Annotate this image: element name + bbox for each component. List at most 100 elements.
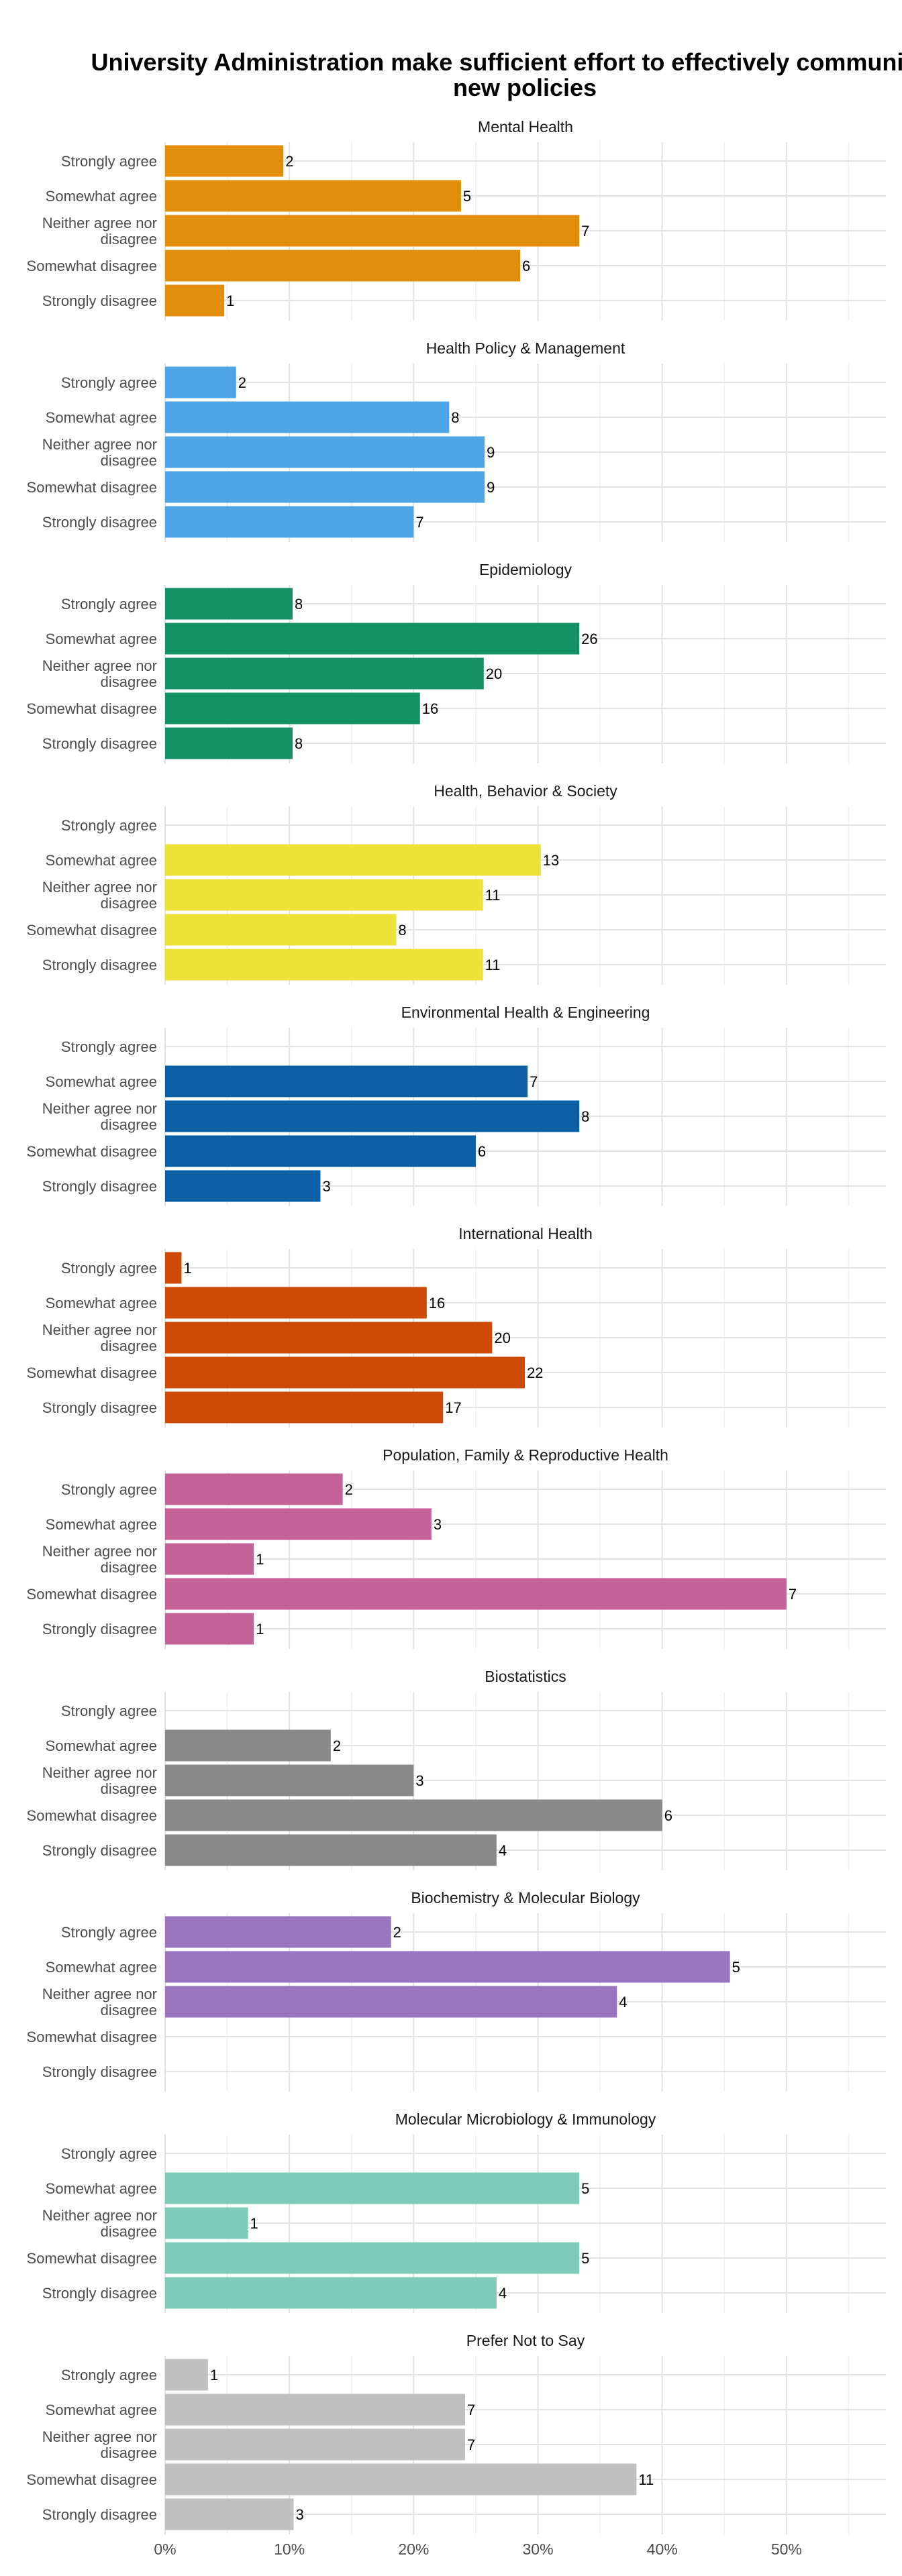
bar	[165, 145, 284, 177]
bar	[165, 180, 461, 212]
bar-value-label: 7	[467, 2436, 475, 2453]
facet-panel: Prefer Not to Say Strongly agree 1 Somewhat…	[27, 2332, 886, 2534]
category-label: Somewhat agree	[46, 1516, 157, 1533]
category-label: Strongly agree	[61, 817, 157, 834]
category-label: Neither agree nor disagree	[42, 2207, 157, 2240]
category-label: Somewhat agree	[46, 1295, 157, 1311]
bar-value-label: 1	[183, 1260, 191, 1277]
category-label-line: Neither agree nor	[42, 1543, 157, 1560]
bar-value-label: 7	[467, 2402, 475, 2418]
facet-panel: Environmental Health & Engineering Strong…	[27, 1004, 886, 1206]
category-label-line: disagree	[101, 231, 157, 248]
bar	[165, 2498, 294, 2530]
bar-value-label: 16	[422, 700, 438, 717]
category-label: Strongly agree	[61, 2367, 157, 2383]
category-label: Strongly disagree	[42, 514, 157, 531]
bar-value-label: 6	[522, 258, 530, 274]
category-label: Somewhat disagree	[27, 1364, 157, 1381]
category-label-line: Neither agree nor	[42, 2207, 157, 2224]
bar	[165, 471, 485, 503]
category-label-line: disagree	[101, 452, 157, 469]
chart-title-line-1: University Administration make sufficien…	[91, 48, 902, 76]
facet-title: Mental Health	[478, 118, 573, 136]
bar	[165, 1508, 432, 1540]
bar	[165, 949, 483, 981]
bar	[165, 215, 580, 247]
bar-value-label: 2	[393, 1924, 401, 1941]
category-label-line: disagree	[101, 1338, 157, 1354]
category-label-line: Neither agree nor	[42, 1764, 157, 1781]
category-label: Somewhat agree	[46, 852, 157, 869]
bar	[165, 1799, 662, 1831]
category-label: Strongly disagree	[42, 1842, 157, 1859]
bar-value-label: 1	[256, 1621, 264, 1638]
x-tick-label: 30%	[522, 2540, 553, 2558]
category-label-line: disagree	[101, 895, 157, 912]
category-label: Somewhat disagree	[27, 1807, 157, 1824]
bar-value-label: 9	[487, 479, 495, 496]
bar	[165, 366, 236, 398]
bar-value-label: 5	[732, 1959, 740, 1976]
bar	[165, 623, 580, 655]
category-label: Strongly disagree	[42, 1178, 157, 1195]
facet-panel: International Health Strongly agree 1 Somew…	[27, 1225, 886, 1428]
bar-value-label: 5	[581, 2180, 589, 2197]
bar-value-label: 3	[295, 2506, 303, 2523]
bar	[165, 1252, 182, 1284]
facet-panel: Molecular Microbiology & Immunology Stron…	[27, 2110, 886, 2313]
bar-value-label: 9	[487, 444, 495, 461]
bar	[165, 1729, 331, 1762]
facet-panel: Biochemistry & Molecular Biology Strongly…	[27, 1889, 886, 2092]
category-label-line: Neither agree nor	[42, 215, 157, 231]
x-tick-label: 40%	[647, 2540, 678, 2558]
category-label-line: Neither agree nor	[42, 2428, 157, 2445]
bar	[165, 879, 483, 911]
bar	[165, 1356, 525, 1389]
bar	[165, 1764, 414, 1796]
bar	[165, 727, 293, 759]
category-label: Strongly disagree	[42, 735, 157, 752]
bar-value-label: 6	[478, 1143, 486, 1160]
category-label: Strongly agree	[61, 153, 157, 170]
bar	[165, 1834, 497, 1866]
category-label: Somewhat agree	[46, 188, 157, 205]
chart-title-line-2: new policies	[453, 74, 597, 101]
bar	[165, 1916, 391, 1948]
bar-value-label: 1	[210, 2367, 218, 2383]
category-label: Strongly disagree	[42, 292, 157, 309]
bar-value-label: 3	[434, 1516, 442, 1533]
category-label: Somewhat agree	[46, 1737, 157, 1754]
facet-panel: Mental Health Strongly agree 2 Somewhat agr…	[27, 118, 886, 321]
x-tick-label: 0%	[154, 2540, 176, 2558]
x-tick-label: 50%	[771, 2540, 802, 2558]
category-label: Strongly agree	[61, 1260, 157, 1277]
bar	[165, 250, 521, 282]
category-label-line: Neither agree nor	[42, 1100, 157, 1117]
category-label: Strongly agree	[61, 1038, 157, 1055]
category-label-line: disagree	[101, 2445, 157, 2461]
bar	[165, 657, 484, 690]
category-label: Somewhat disagree	[27, 700, 157, 717]
bar-value-label: 2	[238, 374, 246, 391]
category-label: Neither agree nor disagree	[42, 215, 157, 248]
x-tick-label: 10%	[274, 2540, 305, 2558]
bar	[165, 1951, 730, 1983]
category-label: Strongly agree	[61, 1481, 157, 1498]
category-label: Somewhat disagree	[27, 479, 157, 496]
bar-value-label: 22	[527, 1364, 543, 1381]
bar-value-label: 3	[415, 1772, 423, 1789]
chart-title: University Administration make sufficien…	[91, 48, 902, 101]
bar-value-label: 1	[256, 1551, 264, 1568]
bar	[165, 1170, 321, 1202]
bar-value-label: 8	[295, 596, 303, 612]
facet-title: Health Policy & Management	[426, 339, 625, 357]
category-label: Strongly disagree	[42, 1399, 157, 1416]
facet-title: Health, Behavior & Society	[434, 782, 617, 800]
bar-value-label: 20	[486, 665, 502, 682]
category-label-line: disagree	[101, 1116, 157, 1133]
facet-title: Molecular Microbiology & Immunology	[395, 2110, 656, 2128]
category-label: Somewhat disagree	[27, 2029, 157, 2045]
category-label: Strongly agree	[61, 374, 157, 391]
category-label: Strongly disagree	[42, 2506, 157, 2523]
